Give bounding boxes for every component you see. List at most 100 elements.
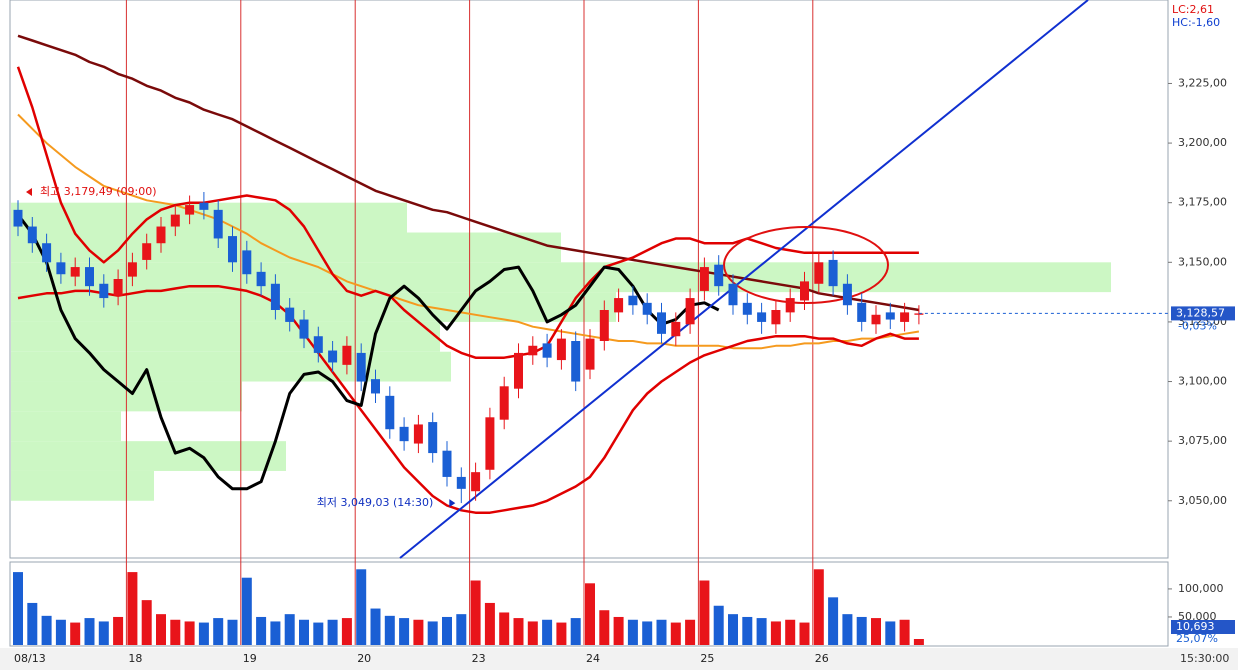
volume-bar: [470, 580, 481, 645]
volume-bar: [499, 612, 510, 645]
last-price-label: 3,128,57: [1176, 306, 1225, 319]
x-tick-label: 23: [472, 652, 486, 665]
candle-body: [428, 422, 438, 454]
volume-bar: [299, 619, 309, 645]
candle-body: [814, 262, 824, 284]
candle-body: [714, 264, 724, 287]
volume-bar: [413, 619, 424, 645]
candle-body: [757, 312, 767, 322]
trend-line: [399, 0, 1089, 559]
volume-panel: [9, 561, 1169, 647]
volume-bar: [613, 616, 624, 645]
volume-bar: [756, 618, 767, 645]
volume-bar: [513, 618, 524, 645]
change-label: -0,03%: [1178, 319, 1217, 332]
volume-bar: [899, 619, 910, 645]
candle-body: [185, 205, 195, 215]
candle-body: [142, 243, 152, 260]
candle-body: [556, 338, 566, 361]
candle-body: [728, 283, 738, 306]
candle-body: [671, 321, 681, 337]
volume-profile: [11, 202, 1111, 501]
candle-body: [571, 341, 581, 382]
volume-bar: [313, 622, 324, 645]
high-annotation: 최고 3,179,49 (09:00): [40, 185, 157, 198]
low-annotation: 최저 3,049,03 (14:30): [317, 496, 434, 509]
profile-bar: [11, 202, 407, 233]
candle-body: [499, 386, 509, 420]
candle-body: [342, 345, 352, 365]
x-tick-label: 20: [357, 652, 371, 665]
candle-body: [585, 338, 595, 370]
volume-bar: [427, 621, 438, 645]
overlay-lines: [16, 34, 920, 514]
low-arrow: [449, 499, 456, 508]
candle-body: [900, 312, 910, 322]
candle-body: [828, 259, 838, 287]
overlay-line: [17, 113, 920, 350]
high-arrow: [26, 187, 32, 196]
candle-body: [127, 262, 137, 277]
x-tick-label: 24: [586, 652, 600, 665]
time-label: 15:30:00: [1180, 652, 1229, 665]
axes: 08/13 18 19 20 23 24 25 26 3,050,00 3,075,00 3,100…: [14, 76, 1235, 665]
profile-bar: [11, 411, 121, 442]
volume-bar: [656, 619, 667, 645]
candle-body: [285, 307, 295, 322]
volume-bar: [227, 619, 238, 645]
x-tick-label: 26: [815, 652, 829, 665]
volume-bar: [84, 618, 95, 645]
volume-bar: [670, 622, 681, 645]
volume-bar: [799, 622, 810, 645]
x-tick-label: 19: [243, 652, 257, 665]
volume-bar: [241, 577, 252, 645]
profile-bar: [11, 470, 154, 501]
candle-body: [785, 298, 795, 313]
volume-bar: [270, 621, 281, 645]
volume-bar: [141, 600, 152, 645]
volume-bar: [871, 618, 881, 645]
candle-body: [199, 202, 209, 210]
candle-body: [442, 450, 452, 477]
volume-bar: [527, 621, 538, 645]
candle-body: [99, 283, 109, 299]
y-tick-label: 3,150,00: [1178, 255, 1227, 268]
candle-body: [42, 243, 52, 263]
volume-bar: [198, 622, 209, 645]
candle-body: [27, 226, 37, 244]
volume-bar: [599, 610, 610, 645]
candle-body: [685, 298, 695, 325]
x-tick-label: 08/13: [14, 652, 46, 665]
x-tick-label: 18: [128, 652, 142, 665]
candle-body: [514, 352, 523, 389]
overlay-line: [17, 284, 919, 514]
candle-body: [299, 319, 309, 339]
volume-bar: [856, 616, 867, 645]
volume-bar: [713, 605, 724, 645]
volume-bar: [542, 619, 553, 645]
overlay-line: [17, 34, 920, 312]
volume-bar: [813, 569, 824, 645]
volume-bar: [442, 616, 452, 645]
candle-body: [85, 267, 94, 287]
profile-bar: [11, 441, 286, 471]
candles: [13, 191, 924, 504]
volume-bar: [284, 614, 295, 645]
volume-bar: [627, 619, 638, 645]
candle-body: [399, 426, 409, 442]
volume-bar: [742, 616, 753, 645]
volume-bar: [384, 615, 395, 645]
overlay-line: [16, 213, 720, 491]
candle-body: [528, 345, 538, 356]
candle-body: [328, 350, 338, 363]
volume-bar: [256, 616, 267, 645]
hc-label: HC:-1,60: [1172, 16, 1220, 29]
y-tick-label: 3,225,00: [1178, 76, 1227, 89]
date-bar: [0, 648, 1238, 670]
y-tick-label: 3,050,00: [1178, 494, 1227, 507]
y-tick-label: 3,075,00: [1178, 434, 1227, 447]
volume-tick-label: 100,000: [1178, 582, 1224, 595]
candle-body: [456, 476, 466, 489]
lc-label: LC:2,61: [1172, 3, 1214, 16]
